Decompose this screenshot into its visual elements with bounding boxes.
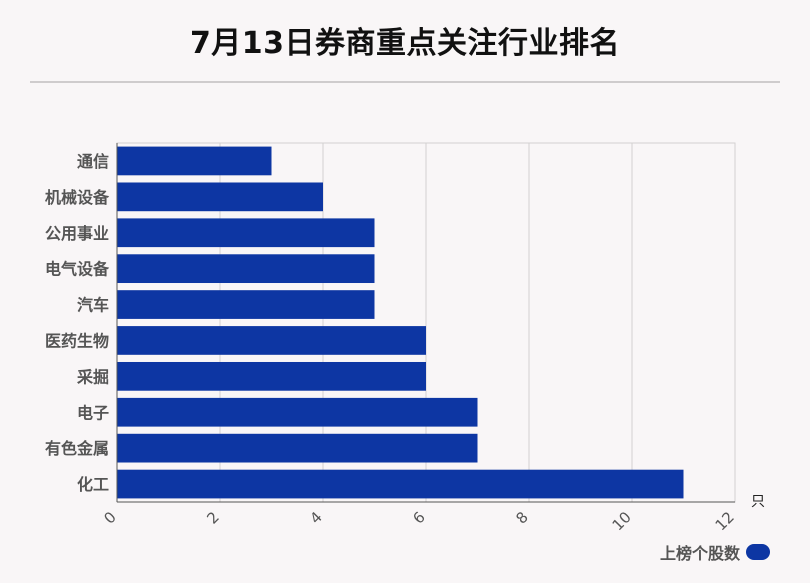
title-divider [30,81,780,83]
category-label: 电子 [77,403,109,422]
x-tick-label: 2 [203,508,222,527]
bar [117,469,684,499]
bar [117,254,375,284]
bar [117,326,426,355]
bar [117,182,323,212]
x-tick-label: 0 [100,508,119,527]
x-tick-label: 12 [712,508,738,534]
unit-label: 只 [751,494,765,510]
category-label: 公用事业 [45,224,109,243]
category-label: 通信 [77,152,109,171]
bar [117,290,375,319]
bar [117,218,375,248]
x-tick-label: 8 [512,508,531,527]
bar [117,146,272,176]
legend-label: 上榜个股数 [659,544,740,563]
category-label: 化工 [77,475,109,494]
category-label: 有色金属 [45,439,109,458]
category-label: 汽车 [77,296,109,315]
legend[interactable]: 上榜个股数 [660,540,770,564]
category-label: 机械设备 [45,188,110,207]
chart-title: 7月13日券商重点关注行业排名 [189,26,621,61]
x-tick-label: 6 [409,508,428,527]
category-label: 电气设备 [45,260,110,279]
category-label: 医药生物 [45,331,109,350]
legend-swatch [746,544,770,560]
bar [117,397,478,427]
category-label: 采掘 [76,367,109,386]
x-tick-label: 10 [609,508,635,534]
bar [117,433,478,463]
bar [117,361,426,391]
x-tick-label: 4 [306,508,325,527]
